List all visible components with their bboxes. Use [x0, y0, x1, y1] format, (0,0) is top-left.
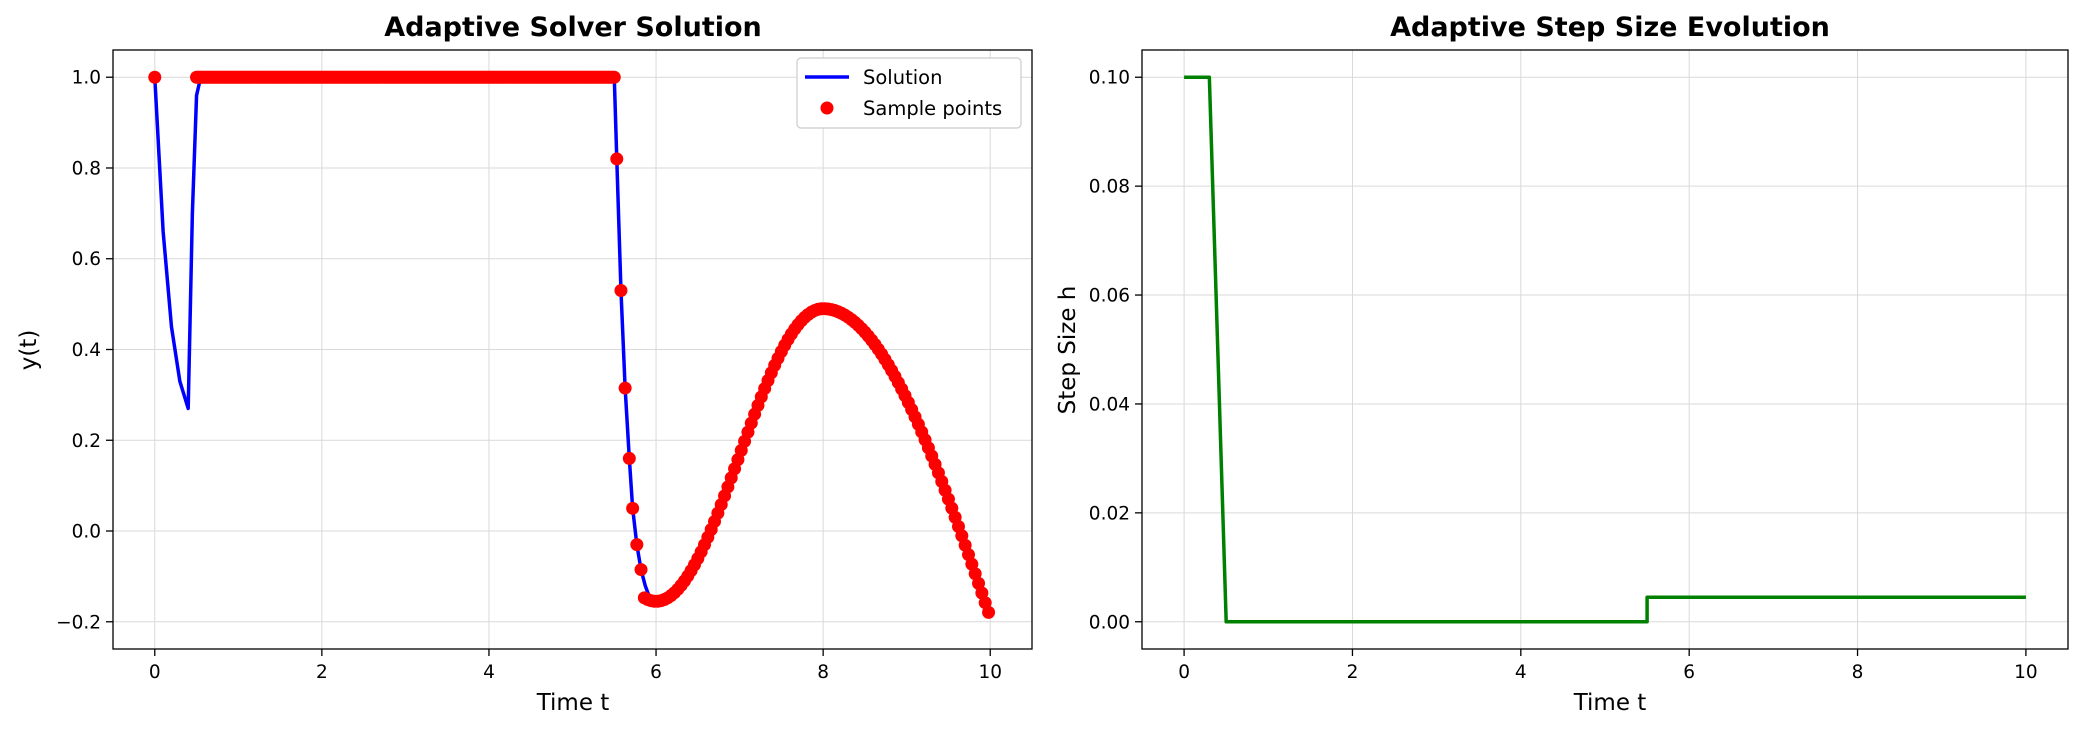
y-tick-label: −0.2 — [56, 612, 101, 633]
x-tick-label: 0 — [149, 662, 161, 683]
y-tick-label: 0.00 — [1089, 612, 1130, 633]
y-tick-label: 0.04 — [1089, 394, 1130, 415]
solution-plot-frame — [112, 49, 1033, 650]
legend-solution-label: Solution — [863, 66, 942, 89]
step-size-y-axis-label: Step Size h — [1055, 286, 1081, 415]
solution-series — [148, 70, 996, 619]
y-tick-label: 0.0 — [72, 522, 101, 543]
solution-x-axis-label: Time t — [536, 690, 610, 716]
sample-point — [607, 70, 621, 84]
sample-point — [148, 70, 162, 84]
x-tick-label: 10 — [978, 662, 1002, 683]
y-tick-label: 0.10 — [1089, 68, 1130, 89]
y-tick-label: 0.8 — [72, 158, 101, 179]
sample-point — [982, 605, 996, 619]
x-tick-label: 6 — [1683, 662, 1695, 683]
x-tick-label: 4 — [483, 662, 495, 683]
y-tick-label: 0.6 — [72, 249, 101, 270]
x-tick-label: 8 — [1852, 662, 1864, 683]
y-tick-label: 1.0 — [72, 68, 101, 89]
y-tick-label: 0.08 — [1089, 177, 1130, 198]
x-tick-label: 2 — [316, 662, 328, 683]
y-tick-label: 0.06 — [1089, 286, 1130, 307]
solution-panel: Adaptive Solver Solution Time t y(t) 0 2 4… — [16, 12, 1033, 716]
sample-point — [622, 451, 636, 465]
solution-ticks: 0 2 4 6 8 10 −0.2 0.0 0.2 0.4 0.6 0.8 1.0 — [56, 68, 1002, 683]
x-tick-label: 2 — [1347, 662, 1359, 683]
y-tick-label: 0.4 — [72, 340, 101, 361]
step-size-ticks: 0 2 4 6 8 10 0.00 0.02 0.04 0.06 0.08 0.10 — [1089, 68, 2038, 683]
x-tick-label: 0 — [1178, 662, 1190, 683]
sample-point — [614, 284, 628, 298]
solution-legend: Solution Sample points — [796, 57, 1022, 129]
sample-point — [610, 152, 624, 166]
legend-sample-swatch — [820, 101, 834, 115]
x-tick-label: 8 — [817, 662, 829, 683]
solution-chart-title: Adaptive Solver Solution — [384, 12, 762, 43]
step-size-grid — [1142, 50, 2068, 649]
step-size-line — [1184, 75, 2026, 624]
step-size-panel: Adaptive Step Size Evolution Time t Step… — [1055, 12, 2069, 716]
sample-point — [618, 381, 632, 395]
step-size-series — [1184, 75, 2026, 624]
step-size-plot-frame — [1141, 49, 2069, 650]
legend-box — [796, 57, 1022, 129]
sample-point — [626, 501, 640, 515]
step-size-chart-title: Adaptive Step Size Evolution — [1390, 12, 1830, 43]
step-size-x-axis-label: Time t — [1573, 690, 1647, 716]
x-tick-label: 10 — [2014, 662, 2038, 683]
solution-line — [153, 75, 657, 604]
y-tick-label: 0.2 — [72, 431, 101, 452]
y-tick-label: 0.02 — [1089, 503, 1130, 524]
sample-point — [634, 563, 648, 577]
solution-y-axis-label: y(t) — [16, 330, 42, 371]
sample-point — [630, 538, 644, 552]
x-tick-label: 6 — [650, 662, 662, 683]
legend-sample-label: Sample points — [863, 97, 1002, 120]
solution-grid — [113, 50, 1032, 649]
x-tick-label: 4 — [1515, 662, 1527, 683]
